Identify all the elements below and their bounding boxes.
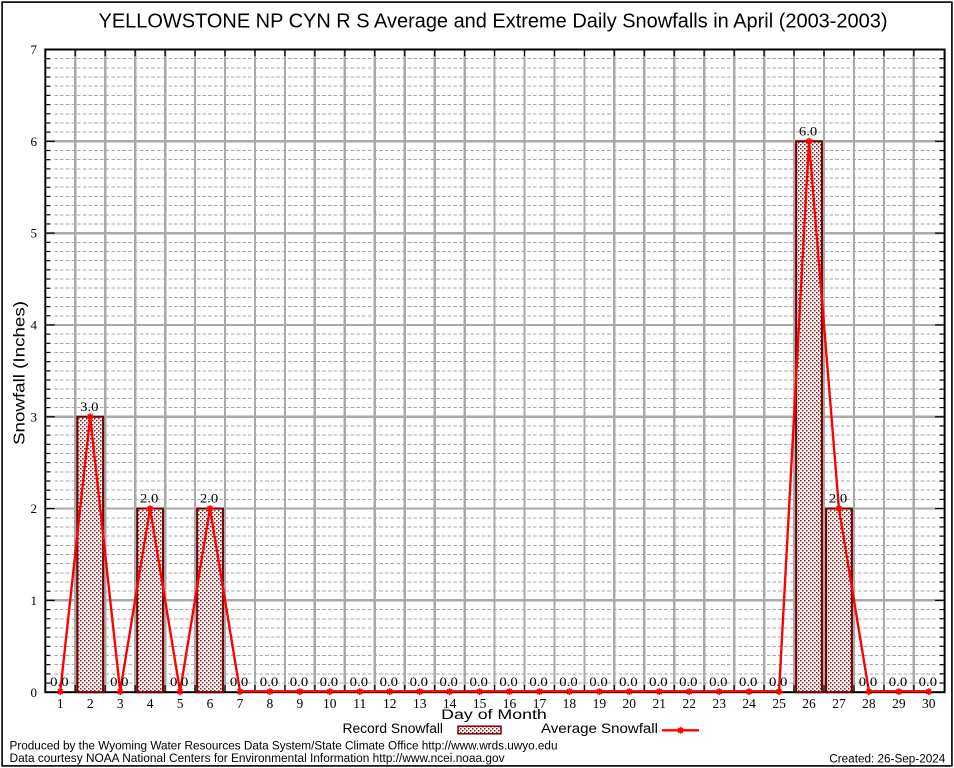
svg-text:3.0: 3.0 [80, 399, 98, 414]
svg-text:0.0: 0.0 [589, 674, 607, 689]
svg-text:0.0: 0.0 [619, 674, 637, 689]
svg-text:0.0: 0.0 [739, 674, 757, 689]
svg-text:24: 24 [742, 696, 756, 711]
svg-text:0.0: 0.0 [649, 674, 667, 689]
svg-text:Data courtesy NOAA National Ce: Data courtesy NOAA National Centers for … [10, 751, 506, 765]
svg-text:0.0: 0.0 [290, 674, 308, 689]
svg-text:0.0: 0.0 [679, 674, 697, 689]
svg-text:15: 15 [473, 696, 487, 711]
svg-text:28: 28 [862, 696, 876, 711]
svg-text:16: 16 [503, 696, 517, 711]
svg-text:8: 8 [267, 696, 274, 711]
svg-text:Average Snowfall: Average Snowfall [541, 721, 658, 736]
svg-text:5: 5 [177, 696, 184, 711]
svg-text:1: 1 [57, 696, 64, 711]
svg-text:25: 25 [772, 696, 786, 711]
svg-text:0.0: 0.0 [499, 674, 517, 689]
svg-text:11: 11 [353, 696, 366, 711]
svg-text:27: 27 [832, 696, 846, 711]
svg-text:7: 7 [237, 696, 244, 711]
svg-text:21: 21 [653, 696, 667, 711]
svg-text:10: 10 [323, 696, 337, 711]
svg-text:2: 2 [30, 501, 37, 516]
svg-text:0.0: 0.0 [350, 674, 368, 689]
svg-text:Day of Month: Day of Month [441, 707, 547, 723]
svg-text:6: 6 [207, 696, 214, 711]
svg-text:2.0: 2.0 [140, 491, 158, 506]
svg-text:0.0: 0.0 [320, 674, 338, 689]
svg-text:0.0: 0.0 [919, 674, 937, 689]
svg-text:9: 9 [297, 696, 304, 711]
svg-text:Created: 26-Sep-2024: Created: 26-Sep-2024 [829, 752, 945, 766]
svg-text:5: 5 [30, 226, 37, 241]
svg-text:14: 14 [443, 696, 457, 711]
svg-text:0.0: 0.0 [50, 674, 68, 689]
svg-text:0.0: 0.0 [230, 674, 248, 689]
svg-text:23: 23 [712, 696, 726, 711]
svg-text:1: 1 [30, 593, 37, 608]
svg-text:YELLOWSTONE NP CYN R S Average: YELLOWSTONE NP CYN R S Average and Extre… [99, 9, 888, 32]
svg-text:12: 12 [383, 696, 397, 711]
svg-text:4: 4 [147, 696, 154, 711]
svg-text:30: 30 [922, 696, 936, 711]
svg-text:0.0: 0.0 [470, 674, 488, 689]
svg-text:19: 19 [593, 696, 607, 711]
svg-text:0.0: 0.0 [889, 674, 907, 689]
svg-text:0.0: 0.0 [440, 674, 458, 689]
svg-text:2.0: 2.0 [829, 491, 847, 506]
svg-text:7: 7 [30, 42, 37, 57]
svg-text:0.0: 0.0 [260, 674, 278, 689]
svg-text:0.0: 0.0 [110, 674, 128, 689]
svg-text:0.0: 0.0 [380, 674, 398, 689]
svg-text:0.0: 0.0 [529, 674, 547, 689]
svg-text:6: 6 [30, 134, 37, 149]
svg-text:18: 18 [563, 696, 577, 711]
svg-text:0: 0 [30, 685, 37, 700]
svg-text:Record Snowfall: Record Snowfall [343, 721, 444, 736]
svg-text:17: 17 [533, 696, 547, 711]
svg-text:29: 29 [892, 696, 906, 711]
svg-text:0.0: 0.0 [410, 674, 428, 689]
svg-text:3: 3 [30, 409, 37, 424]
svg-text:20: 20 [623, 696, 637, 711]
svg-text:3: 3 [117, 696, 124, 711]
svg-text:22: 22 [682, 696, 696, 711]
svg-text:0.0: 0.0 [559, 674, 577, 689]
svg-text:Snowfall (Inches): Snowfall (Inches) [12, 301, 29, 445]
svg-text:26: 26 [802, 696, 816, 711]
svg-text:4: 4 [30, 318, 37, 333]
svg-text:13: 13 [413, 696, 427, 711]
svg-text:0.0: 0.0 [170, 674, 188, 689]
svg-text:Produced by the Wyoming Water: Produced by the Wyoming Water Resources … [10, 738, 558, 752]
svg-text:2.0: 2.0 [200, 491, 218, 506]
svg-text:2: 2 [87, 696, 94, 711]
svg-text:0.0: 0.0 [709, 674, 727, 689]
svg-text:6.0: 6.0 [799, 123, 817, 138]
svg-text:0.0: 0.0 [859, 674, 877, 689]
svg-text:0.0: 0.0 [769, 674, 787, 689]
